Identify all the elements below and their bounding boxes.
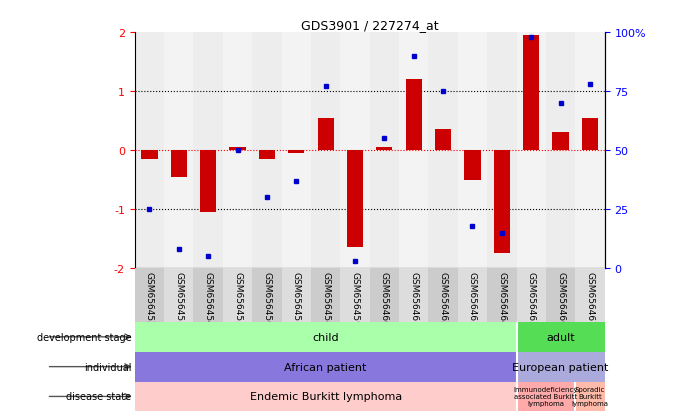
Bar — [164, 268, 193, 322]
Text: European patient: European patient — [513, 362, 609, 372]
Bar — [135, 322, 516, 352]
Bar — [516, 268, 546, 322]
Bar — [575, 382, 605, 411]
Bar — [370, 268, 399, 322]
Bar — [516, 322, 605, 352]
Bar — [428, 33, 457, 268]
Text: GSM656455: GSM656455 — [233, 271, 242, 326]
Bar — [135, 352, 516, 382]
Bar — [252, 268, 281, 322]
Text: African patient: African patient — [285, 362, 367, 372]
Bar — [487, 268, 516, 322]
Text: GSM656465: GSM656465 — [527, 271, 536, 326]
Bar — [516, 382, 575, 411]
Text: Endemic Burkitt lymphoma: Endemic Burkitt lymphoma — [249, 392, 401, 401]
Bar — [200, 151, 216, 213]
Text: GSM656452: GSM656452 — [145, 271, 154, 326]
Bar — [135, 33, 164, 268]
Bar — [340, 268, 370, 322]
Text: GSM656460: GSM656460 — [380, 271, 389, 326]
Text: GSM656454: GSM656454 — [204, 271, 213, 326]
Bar — [281, 268, 311, 322]
Bar — [223, 33, 252, 268]
Bar — [546, 268, 575, 322]
Bar — [464, 151, 480, 180]
Text: Sporadic
Burkitt
lymphoma: Sporadic Burkitt lymphoma — [571, 387, 609, 406]
Bar — [229, 148, 245, 151]
Bar — [399, 268, 428, 322]
Bar — [259, 151, 275, 159]
Text: GSM656461: GSM656461 — [409, 271, 418, 326]
Bar — [516, 33, 546, 268]
Bar — [435, 130, 451, 151]
Bar — [193, 268, 223, 322]
Bar — [135, 382, 516, 411]
Title: GDS3901 / 227274_at: GDS3901 / 227274_at — [301, 19, 439, 32]
Text: GSM656458: GSM656458 — [321, 271, 330, 326]
Text: development stage: development stage — [37, 332, 131, 342]
Bar — [193, 33, 223, 268]
Bar — [553, 133, 569, 151]
Text: GSM656463: GSM656463 — [468, 271, 477, 326]
Bar — [142, 151, 158, 159]
Bar — [523, 36, 539, 151]
Text: child: child — [312, 332, 339, 342]
Text: GSM656467: GSM656467 — [585, 271, 594, 326]
Text: adult: adult — [547, 332, 575, 342]
Text: disease state: disease state — [66, 392, 131, 401]
Bar — [428, 268, 457, 322]
Text: Immunodeficiency
associated Burkitt
lymphoma: Immunodeficiency associated Burkitt lymp… — [513, 387, 578, 406]
Bar — [575, 268, 605, 322]
Text: GSM656466: GSM656466 — [556, 271, 565, 326]
Text: GSM656459: GSM656459 — [350, 271, 359, 326]
Bar — [164, 33, 193, 268]
Bar — [340, 33, 370, 268]
Bar — [457, 268, 487, 322]
Bar — [575, 33, 605, 268]
Bar — [135, 268, 164, 322]
Bar — [399, 33, 428, 268]
Bar — [582, 119, 598, 151]
Bar — [370, 33, 399, 268]
Bar — [347, 151, 363, 248]
Bar — [546, 33, 575, 268]
Text: GSM656464: GSM656464 — [498, 271, 507, 326]
Text: GSM656457: GSM656457 — [292, 271, 301, 326]
Bar — [406, 80, 422, 151]
Bar — [487, 33, 516, 268]
Bar — [223, 268, 252, 322]
Bar — [516, 352, 605, 382]
Bar — [311, 33, 340, 268]
Text: GSM656453: GSM656453 — [174, 271, 183, 326]
Text: individual: individual — [84, 362, 131, 372]
Text: GSM656456: GSM656456 — [263, 271, 272, 326]
Bar — [377, 148, 392, 151]
Bar — [252, 33, 281, 268]
Bar — [457, 33, 487, 268]
Bar — [171, 151, 187, 177]
Bar — [288, 151, 304, 154]
Bar — [494, 151, 510, 254]
Bar — [318, 119, 334, 151]
Text: GSM656462: GSM656462 — [439, 271, 448, 326]
Bar — [311, 268, 341, 322]
Bar — [281, 33, 311, 268]
